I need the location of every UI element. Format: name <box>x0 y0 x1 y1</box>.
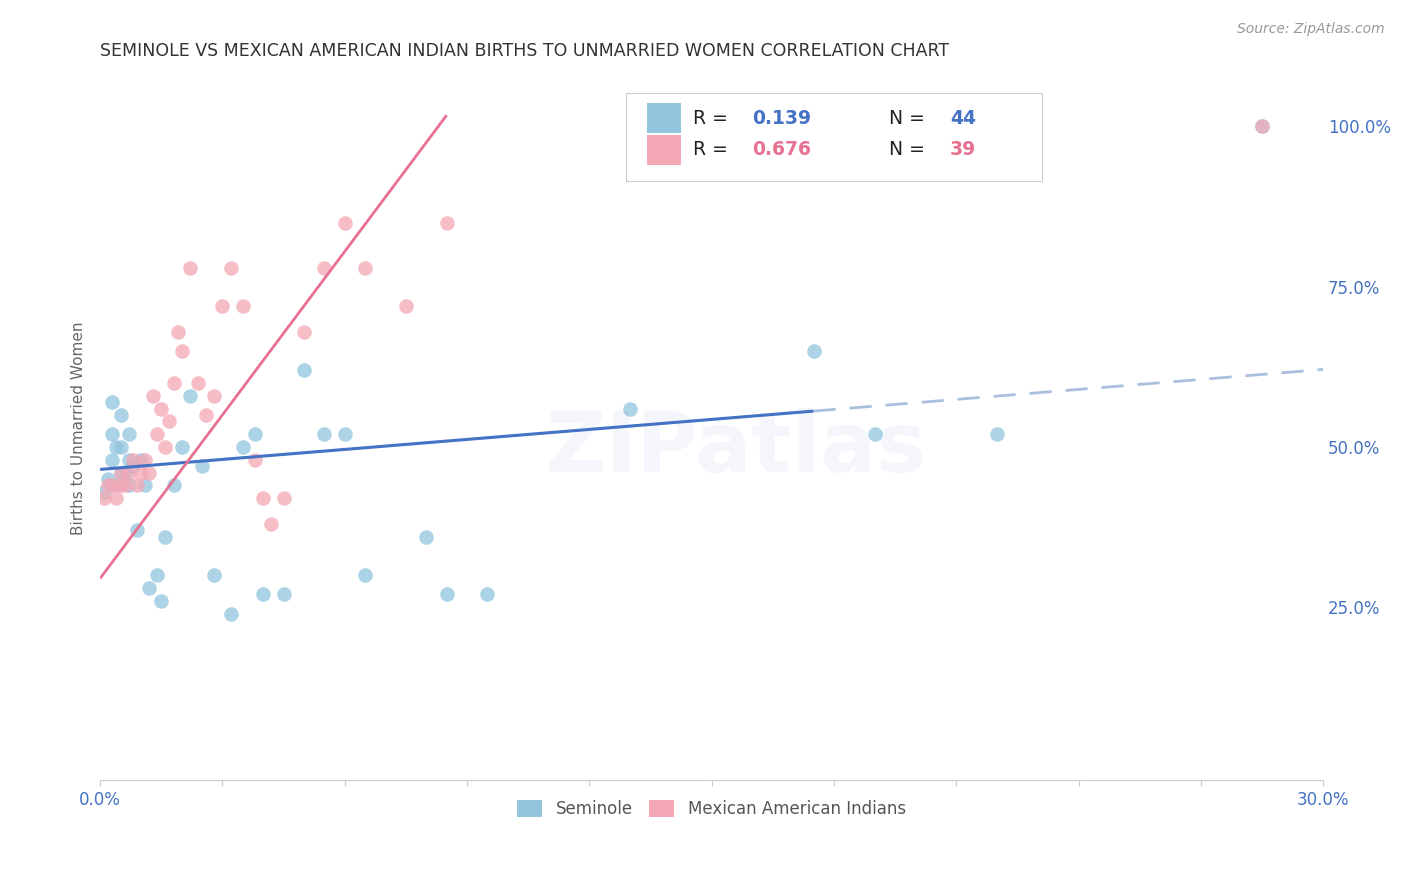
Point <box>191 459 214 474</box>
Point <box>170 440 193 454</box>
Text: N =: N = <box>889 109 931 128</box>
Point <box>273 491 295 506</box>
Point <box>125 524 148 538</box>
Point <box>134 452 156 467</box>
Point <box>219 607 242 621</box>
Point <box>477 587 499 601</box>
Point <box>150 594 173 608</box>
Point <box>273 587 295 601</box>
Point <box>101 478 124 492</box>
Point <box>146 427 169 442</box>
Point <box>155 440 177 454</box>
Text: R =: R = <box>693 109 734 128</box>
Point <box>97 478 120 492</box>
Point <box>118 478 141 492</box>
FancyBboxPatch shape <box>626 93 1042 181</box>
Point <box>110 440 132 454</box>
Point <box>146 568 169 582</box>
Text: 0.676: 0.676 <box>752 140 811 160</box>
Point <box>101 452 124 467</box>
Point <box>436 216 458 230</box>
Point <box>121 459 143 474</box>
Point <box>150 401 173 416</box>
Point <box>114 478 136 492</box>
Point <box>134 478 156 492</box>
Point <box>162 478 184 492</box>
Bar <box>647 135 681 165</box>
Point <box>166 325 188 339</box>
Text: N =: N = <box>889 140 931 160</box>
Point <box>129 452 152 467</box>
Point <box>436 587 458 601</box>
Point <box>114 466 136 480</box>
Y-axis label: Births to Unmarried Women: Births to Unmarried Women <box>72 321 86 534</box>
Point <box>121 452 143 467</box>
Point <box>187 376 209 390</box>
Point <box>252 587 274 601</box>
Point <box>159 414 181 428</box>
Point <box>354 260 377 275</box>
Point <box>232 299 254 313</box>
Point <box>252 491 274 506</box>
Point <box>118 427 141 442</box>
Point <box>118 466 141 480</box>
Text: ZIPatlas: ZIPatlas <box>546 409 927 490</box>
Point <box>195 408 218 422</box>
Point <box>93 484 115 499</box>
Point <box>260 516 283 531</box>
Point <box>211 299 233 313</box>
Point <box>179 260 201 275</box>
Point <box>619 401 641 416</box>
Point <box>110 466 132 480</box>
Point <box>243 452 266 467</box>
Point <box>354 568 377 582</box>
Point <box>110 478 132 492</box>
Point <box>314 427 336 442</box>
Point <box>863 427 886 442</box>
Point <box>97 472 120 486</box>
Point <box>162 376 184 390</box>
Point <box>803 343 825 358</box>
Point <box>142 389 165 403</box>
Point <box>170 343 193 358</box>
Point <box>138 466 160 480</box>
Point <box>110 408 132 422</box>
Point <box>202 568 225 582</box>
Point <box>333 216 356 230</box>
Point <box>118 452 141 467</box>
Point <box>395 299 418 313</box>
Bar <box>647 103 681 133</box>
Point <box>101 395 124 409</box>
Point <box>125 478 148 492</box>
Point <box>232 440 254 454</box>
Point <box>105 440 128 454</box>
Point <box>1251 120 1274 134</box>
Text: 0.139: 0.139 <box>752 109 811 128</box>
Point <box>138 581 160 595</box>
Text: R =: R = <box>693 140 734 160</box>
Point <box>93 491 115 506</box>
Text: 39: 39 <box>950 140 976 160</box>
Point <box>415 530 437 544</box>
Text: 44: 44 <box>950 109 976 128</box>
Point <box>314 260 336 275</box>
Point <box>202 389 225 403</box>
Point <box>105 491 128 506</box>
Legend: Seminole, Mexican American Indians: Seminole, Mexican American Indians <box>510 793 912 825</box>
Text: SEMINOLE VS MEXICAN AMERICAN INDIAN BIRTHS TO UNMARRIED WOMEN CORRELATION CHART: SEMINOLE VS MEXICAN AMERICAN INDIAN BIRT… <box>100 42 949 60</box>
Point <box>110 466 132 480</box>
Point <box>1251 120 1274 134</box>
Point <box>243 427 266 442</box>
Text: Source: ZipAtlas.com: Source: ZipAtlas.com <box>1237 22 1385 37</box>
Point <box>101 427 124 442</box>
Point <box>129 466 152 480</box>
Point <box>155 530 177 544</box>
Point <box>986 427 1008 442</box>
Point <box>105 478 128 492</box>
Point <box>179 389 201 403</box>
Point <box>333 427 356 442</box>
Point <box>219 260 242 275</box>
Point <box>292 363 315 377</box>
Point <box>292 325 315 339</box>
